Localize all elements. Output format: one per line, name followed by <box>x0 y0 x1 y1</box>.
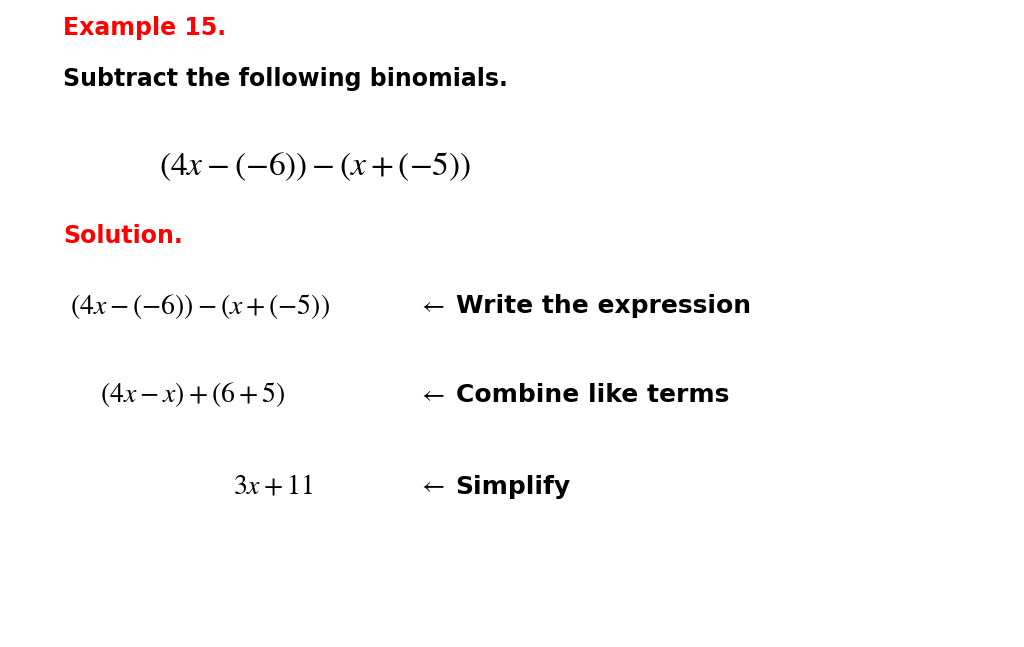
Text: $\leftarrow$: $\leftarrow$ <box>418 295 444 317</box>
Text: $3x+11$: $3x+11$ <box>233 474 313 499</box>
Text: $\left(4x-\left(-6\right)\right)-\left(x+\left(-5\right)\right)$: $\left(4x-\left(-6\right)\right)-\left(x… <box>159 151 471 183</box>
Text: Solution.: Solution. <box>63 224 183 248</box>
Text: $\left(4x-\left(-6\right)\right)-\left(x+\left(-5\right)\right)$: $\left(4x-\left(-6\right)\right)-\left(x… <box>70 292 330 320</box>
Text: Example 15.: Example 15. <box>63 16 226 40</box>
Text: Simplify: Simplify <box>456 474 570 499</box>
Text: $\leftarrow$: $\leftarrow$ <box>418 476 444 498</box>
Text: $\left(4x-x\right)+\left(6+5\right)$: $\left(4x-x\right)+\left(6+5\right)$ <box>100 380 286 409</box>
Text: $\leftarrow$: $\leftarrow$ <box>418 384 444 406</box>
Text: Write the expression: Write the expression <box>456 294 751 318</box>
Text: Combine like terms: Combine like terms <box>456 382 729 407</box>
Text: Subtract the following binomials.: Subtract the following binomials. <box>63 67 508 91</box>
